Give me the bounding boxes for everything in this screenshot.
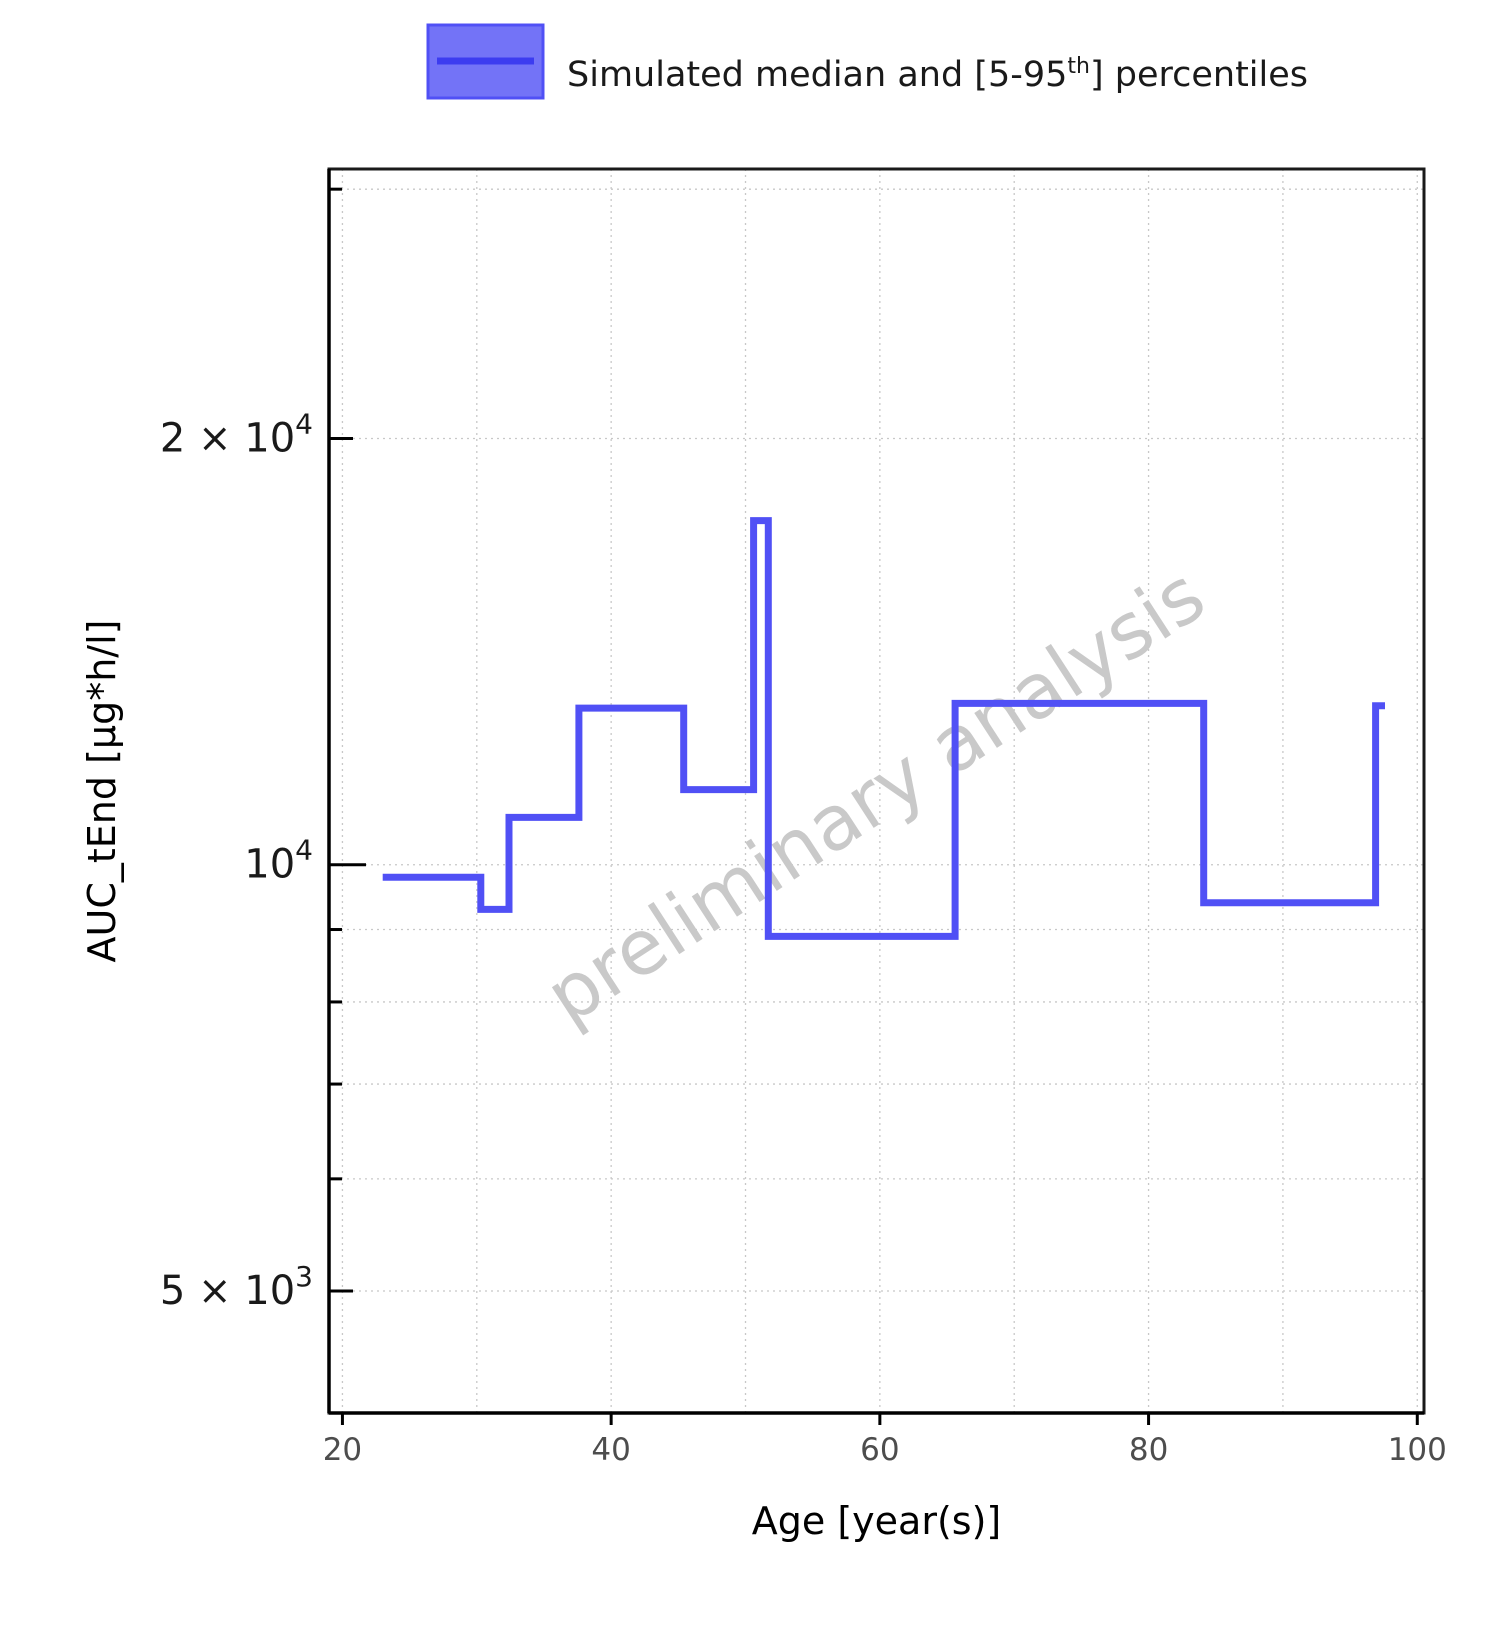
- watermark-text: preliminary analysis: [530, 550, 1220, 1041]
- y-tick-label-base: 2 × 10: [160, 415, 295, 461]
- x-tick-label: 40: [591, 1432, 630, 1468]
- watermark: preliminary analysis: [530, 550, 1220, 1041]
- legend-label-superscript: th: [1067, 54, 1090, 79]
- x-tick-label: 20: [323, 1432, 362, 1468]
- y-tick-label: 5 × 103: [160, 1260, 313, 1314]
- legend-label-main: Simulated median and [5-95: [567, 55, 1067, 95]
- x-tick-label: 80: [1129, 1432, 1168, 1468]
- y-tick-label-exponent: 4: [295, 834, 313, 867]
- series-line: [382, 517, 1385, 940]
- y-tick-label: 104: [244, 834, 313, 888]
- legend-label-suffix: ] percentiles: [1090, 55, 1308, 95]
- y-tick-label-exponent: 4: [295, 407, 313, 440]
- y-tick-label-base: 10: [244, 842, 295, 888]
- y-axis-label: AUC_tEnd [µg*h/l]: [80, 620, 124, 963]
- legend: Simulated median and [5-95th] percentile…: [426, 23, 1308, 100]
- series-layer: [382, 517, 1385, 940]
- axis-labels: Age [year(s)] AUC_tEnd [µg*h/l]: [80, 620, 1001, 1543]
- axes: [327, 167, 1426, 1425]
- x-tick-label: 100: [1388, 1432, 1447, 1468]
- y-tick-label-exponent: 3: [295, 1260, 313, 1293]
- x-tick-label: 60: [860, 1432, 899, 1468]
- y-tick-label: 2 × 104: [160, 407, 313, 461]
- legend-label: Simulated median and [5-95th] percentile…: [567, 54, 1308, 95]
- y-tick-label-base: 5 × 10: [160, 1268, 295, 1314]
- grid-lines: [329, 169, 1424, 1413]
- x-axis-label: Age [year(s)]: [752, 1499, 1001, 1543]
